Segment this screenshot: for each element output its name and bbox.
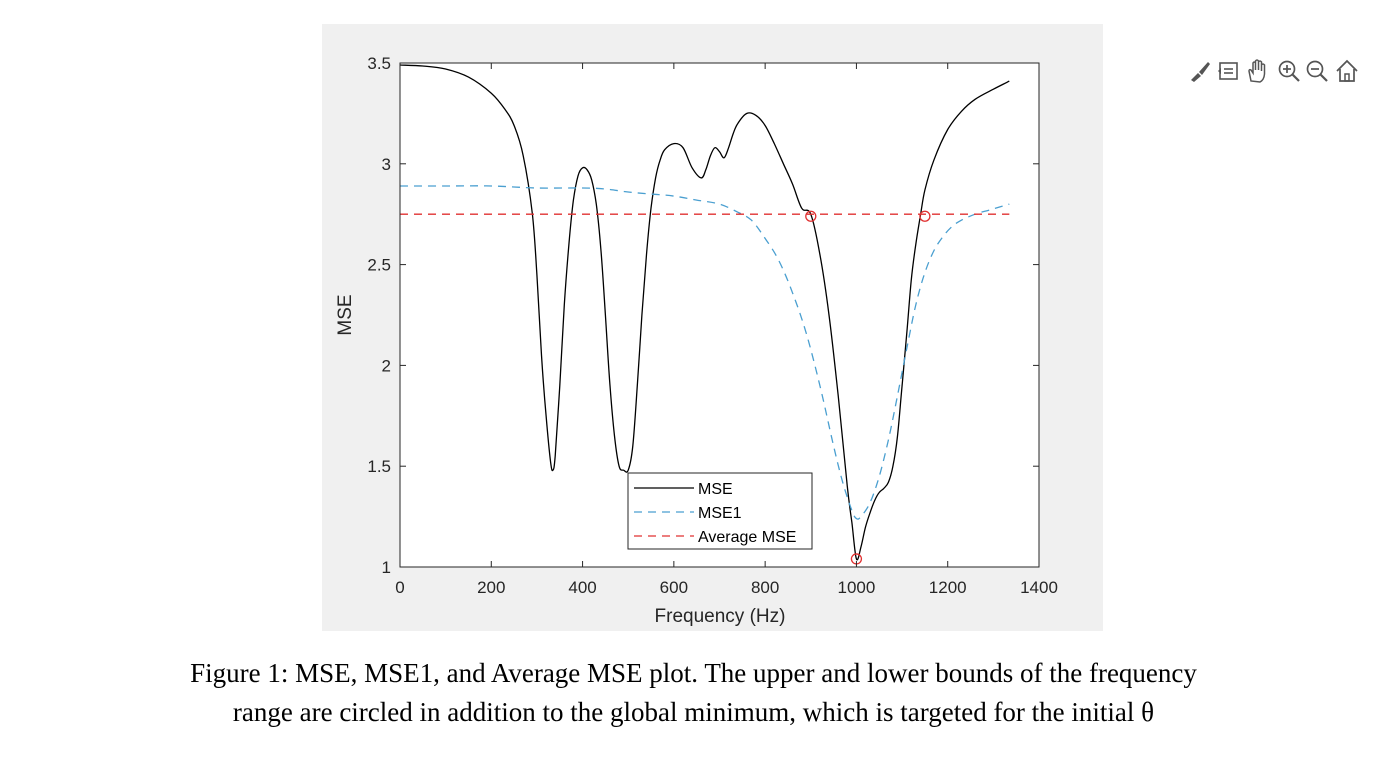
legend-label: MSE — [698, 481, 733, 498]
x-tick-label: 200 — [477, 578, 505, 597]
data-tips-icon[interactable] — [1218, 62, 1238, 80]
y-tick-label: 1.5 — [367, 457, 391, 476]
y-tick-label: 3 — [382, 155, 391, 174]
pan-icon[interactable] — [1248, 59, 1266, 83]
legend: MSE MSE1 Average MSE — [627, 472, 813, 550]
x-tick-label: 1200 — [929, 578, 967, 597]
caption-line-1: Figure 1: MSE, MSE1, and Average MSE plo… — [190, 658, 1197, 688]
series-line-mse — [399, 64, 1010, 561]
x-tick-label: 1000 — [838, 578, 876, 597]
marker-circle-1 — [805, 210, 817, 222]
x-axis-label: Frequency (Hz) — [655, 606, 786, 627]
zoom-out-icon[interactable] — [1306, 60, 1328, 82]
y-tick-label: 2 — [382, 356, 391, 375]
home-icon[interactable] — [1336, 59, 1358, 82]
x-tick-label: 1400 — [1020, 578, 1058, 597]
y-tick-label: 3.5 — [367, 54, 391, 73]
x-tick-label: 800 — [751, 578, 779, 597]
legend-label: Average MSE — [698, 529, 796, 546]
y-tick-label: 2.5 — [367, 256, 391, 275]
x-tick-label: 0 — [395, 578, 404, 597]
caption-line-2: range are circled in addition to the glo… — [232, 697, 1155, 727]
brush-icon[interactable] — [1191, 62, 1210, 82]
zoom-in-icon[interactable] — [1278, 60, 1300, 82]
legend-label: MSE1 — [698, 505, 742, 522]
figure-toolbar — [1191, 59, 1358, 83]
chart: 0 200 400 600 800 1000 1200 1400 1 1.5 2 2.5 3 3.5 Fr… — [335, 54, 1058, 627]
figure-caption: Figure 1: MSE, MSE1, and Average MSE plo… — [0, 654, 1387, 732]
figure-panel: 0 200 400 600 800 1000 1200 1400 1 1.5 2 2.5 3 3.5 Fr… — [322, 24, 1358, 631]
y-tick-label: 1 — [382, 558, 391, 577]
x-tick-label: 400 — [568, 578, 596, 597]
x-tick-label: 600 — [660, 578, 688, 597]
legend-box — [627, 472, 813, 550]
y-axis-label: MSE — [335, 294, 356, 335]
marker-circle-2 — [919, 210, 931, 222]
series-line-mse1 — [399, 185, 1010, 520]
axes-box — [399, 62, 1040, 568]
